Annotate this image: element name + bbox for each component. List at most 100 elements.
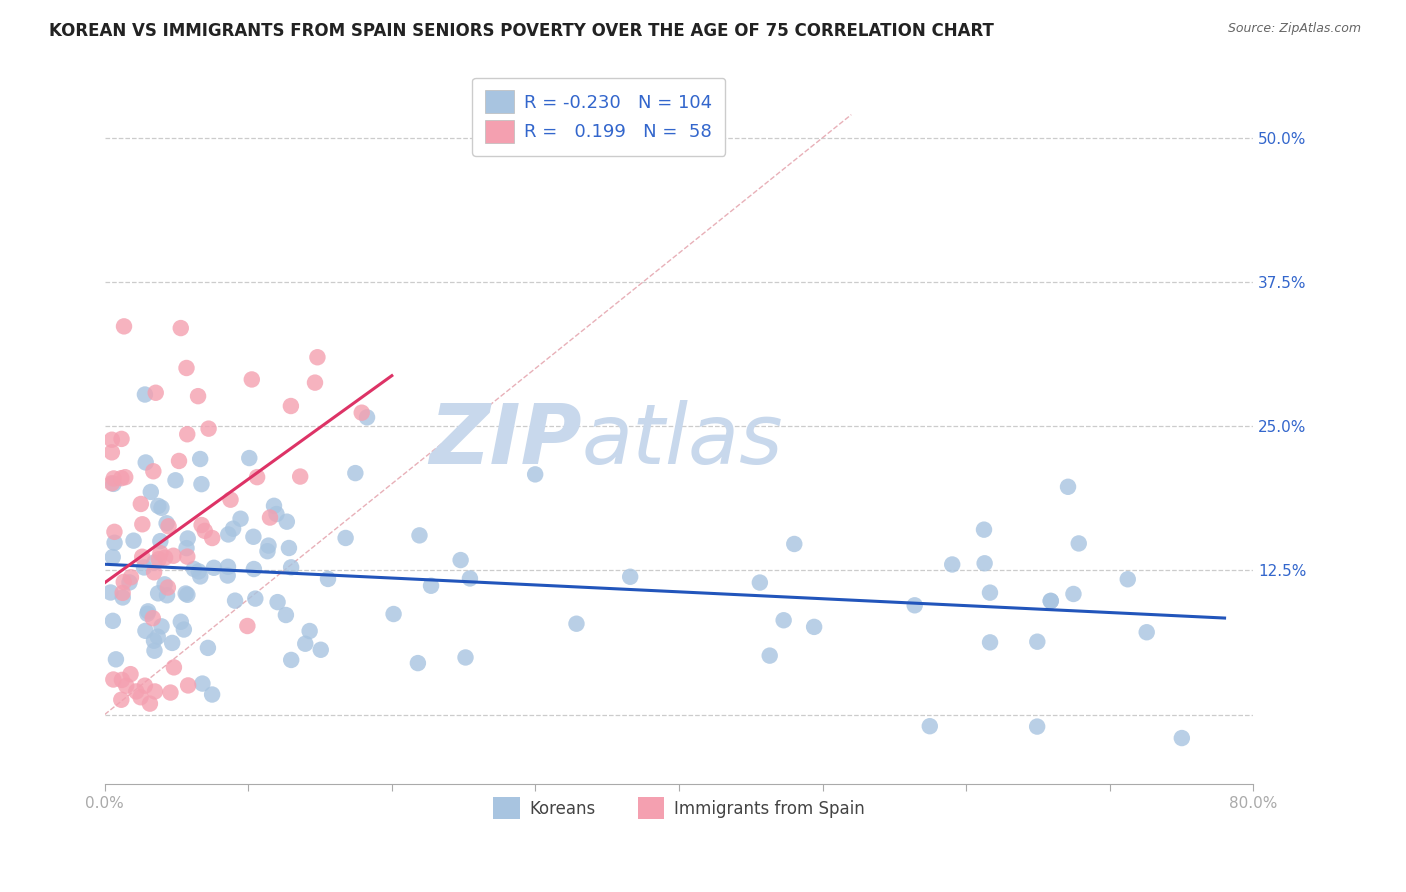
Point: [176, 588, 198, 602]
Point: [1171, 731, 1194, 745]
Point: [157, 519, 180, 533]
Point: [167, 454, 190, 468]
Point: [148, 552, 170, 566]
Point: [139, 484, 162, 499]
Point: [1067, 536, 1090, 550]
Point: [219, 492, 242, 507]
Point: [335, 531, 357, 545]
Point: [101, 433, 124, 447]
Point: [160, 636, 183, 650]
Legend: Koreans, Immigrants from Spain: Koreans, Immigrants from Spain: [486, 790, 872, 825]
Point: [129, 690, 152, 705]
Point: [101, 476, 124, 491]
Point: [280, 653, 302, 667]
Point: [290, 469, 312, 483]
Point: [224, 593, 246, 607]
Point: [122, 533, 145, 548]
Point: [941, 558, 963, 572]
Point: [111, 673, 134, 687]
Point: [236, 619, 259, 633]
Point: [136, 607, 159, 621]
Point: [129, 497, 152, 511]
Point: [408, 528, 430, 542]
Point: [139, 697, 162, 711]
Point: [243, 562, 266, 576]
Point: [143, 633, 166, 648]
Point: [1057, 480, 1080, 494]
Point: [155, 516, 177, 531]
Point: [309, 642, 332, 657]
Point: [1026, 634, 1049, 648]
Point: [246, 470, 269, 484]
Point: [148, 499, 170, 513]
Text: atlas: atlas: [581, 400, 783, 481]
Point: [136, 604, 159, 618]
Point: [307, 350, 329, 364]
Point: [458, 571, 481, 585]
Point: [145, 385, 167, 400]
Point: [162, 549, 184, 563]
Point: [149, 534, 172, 549]
Point: [356, 410, 378, 425]
Point: [146, 586, 169, 600]
Point: [188, 569, 211, 583]
Point: [110, 692, 132, 706]
Point: [103, 471, 125, 485]
Point: [191, 676, 214, 690]
Point: [979, 585, 1001, 599]
Point: [103, 524, 125, 539]
Point: [190, 518, 212, 533]
Point: [149, 546, 172, 560]
Point: [125, 684, 148, 698]
Point: [783, 537, 806, 551]
Point: [183, 562, 205, 576]
Text: Source: ZipAtlas.com: Source: ZipAtlas.com: [1227, 22, 1361, 36]
Point: [274, 607, 297, 622]
Point: [146, 630, 169, 644]
Point: [242, 530, 264, 544]
Point: [194, 524, 217, 538]
Text: ZIP: ZIP: [429, 400, 581, 481]
Point: [187, 389, 209, 403]
Point: [217, 527, 239, 541]
Point: [316, 572, 339, 586]
Point: [111, 586, 134, 600]
Point: [217, 568, 239, 582]
Point: [101, 614, 124, 628]
Point: [201, 688, 224, 702]
Point: [772, 613, 794, 627]
Point: [153, 577, 176, 591]
Point: [170, 321, 193, 335]
Point: [176, 541, 198, 555]
Point: [382, 607, 405, 621]
Point: [187, 565, 209, 579]
Point: [159, 685, 181, 699]
Point: [217, 559, 239, 574]
Point: [176, 427, 198, 442]
Point: [1039, 594, 1062, 608]
Point: [103, 673, 125, 687]
Point: [294, 637, 316, 651]
Point: [280, 560, 302, 574]
Point: [165, 473, 187, 487]
Point: [238, 451, 260, 466]
Point: [101, 445, 124, 459]
Point: [177, 678, 200, 692]
Point: [758, 648, 780, 663]
Point: [259, 510, 281, 524]
Point: [120, 667, 142, 681]
Point: [918, 719, 941, 733]
Point: [134, 624, 156, 638]
Point: [142, 611, 165, 625]
Point: [104, 652, 127, 666]
Point: [135, 455, 157, 469]
Point: [229, 512, 252, 526]
Point: [174, 586, 197, 600]
Point: [103, 476, 125, 491]
Point: [973, 556, 995, 570]
Point: [114, 470, 136, 484]
Point: [298, 624, 321, 638]
Point: [190, 477, 212, 491]
Point: [188, 452, 211, 467]
Point: [150, 619, 173, 633]
